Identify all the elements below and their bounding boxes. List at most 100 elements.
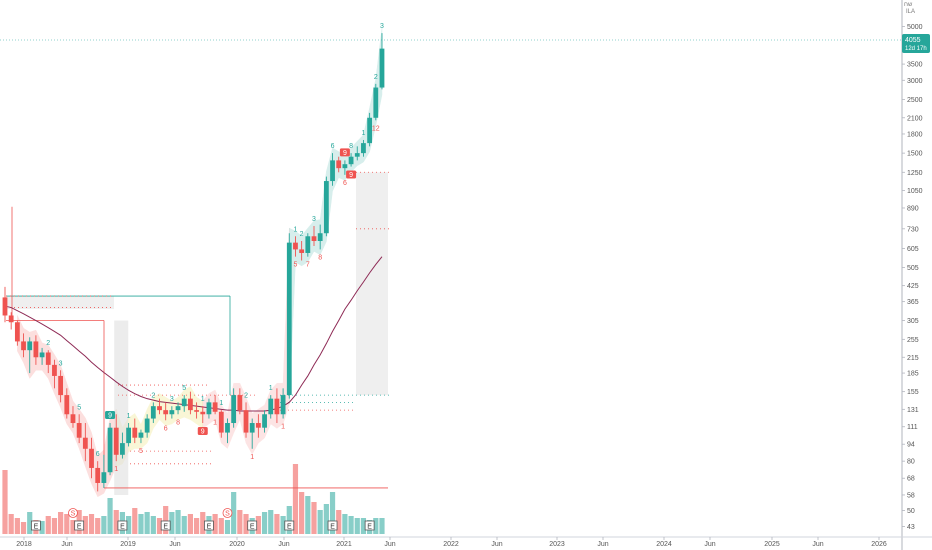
candle-body xyxy=(76,423,82,438)
candles[interactable] xyxy=(2,33,385,492)
td-cloud xyxy=(289,27,383,405)
volume-bar xyxy=(286,506,292,534)
td-count-up: 6 xyxy=(96,451,100,458)
y-tick-label: 3500 xyxy=(907,62,923,69)
y-tick-label: 505 xyxy=(907,265,919,272)
td-nine-badge xyxy=(339,148,350,157)
candle-body xyxy=(82,437,88,449)
y-tick-label: 94 xyxy=(907,442,915,449)
moving-average-line xyxy=(4,256,383,412)
earnings-marker xyxy=(74,520,85,531)
volume-bar xyxy=(292,464,299,534)
volume-bar xyxy=(187,514,193,534)
volume-bar xyxy=(2,470,8,534)
volume-bar xyxy=(342,514,348,534)
td-count-up: 5 xyxy=(182,385,186,392)
candle-body xyxy=(163,410,169,415)
x-tick-label: 2022 xyxy=(443,541,459,548)
volume-bar xyxy=(14,518,20,534)
candle-body xyxy=(361,143,366,154)
y-tick-label: 2100 xyxy=(907,115,923,122)
candle-body xyxy=(70,414,76,424)
volume-bar xyxy=(305,496,311,534)
volume-bar xyxy=(280,516,286,534)
candle-body xyxy=(113,427,119,455)
candle-body xyxy=(39,352,45,358)
candle-body xyxy=(305,236,311,253)
candle-body xyxy=(138,432,144,438)
x-axis[interactable]: 2018 Jun 2019 Jun 2020 Jun 2021 Jun 2022 Jun 2023 J… xyxy=(0,536,932,548)
x-tick-label: Jun xyxy=(278,541,289,548)
candle-body xyxy=(293,242,298,250)
event-markers[interactable]: E E E E E E E E ES S xyxy=(30,508,375,531)
y-tick-label: 155 xyxy=(907,389,919,396)
td-count-down: 8 xyxy=(176,419,180,426)
candle-body xyxy=(311,236,317,242)
split-marker-label: S xyxy=(71,511,76,518)
candle-body xyxy=(27,341,33,351)
y-axis[interactable]: 43 50 58 68 80 94 111 131 155 185 215 255 305 365 425 5… xyxy=(901,0,923,550)
volume-bar xyxy=(317,510,323,534)
candle-body xyxy=(120,443,125,455)
td-projection-zone xyxy=(6,296,114,310)
split-marker-label: S xyxy=(225,511,230,518)
volume-bar xyxy=(243,514,249,534)
earnings-marker-label: E xyxy=(207,524,212,531)
candle-body xyxy=(212,402,218,412)
candle-body xyxy=(367,117,373,144)
candle-body xyxy=(14,322,20,342)
volume-bar xyxy=(175,510,181,534)
y-tick-label: 185 xyxy=(907,371,919,378)
x-tick-label: 2025 xyxy=(764,541,780,548)
candle-body xyxy=(336,160,342,169)
earnings-marker-label: E xyxy=(77,524,82,531)
volume-bar xyxy=(101,516,107,534)
candle-body xyxy=(354,153,360,157)
candle-body xyxy=(64,395,70,415)
volume-bar xyxy=(107,498,113,534)
volume-bar xyxy=(20,522,27,534)
volume-bar xyxy=(237,510,243,534)
volume-bar xyxy=(348,516,354,534)
td-count-down: 7 xyxy=(306,262,310,269)
y-tick-label: 1250 xyxy=(907,170,923,177)
price-tag-value: 4055 xyxy=(905,37,921,44)
earnings-marker xyxy=(327,520,338,531)
volume-bar xyxy=(51,518,58,534)
moving-average xyxy=(4,256,383,412)
candle-body xyxy=(107,427,113,473)
volume-bar xyxy=(144,512,150,534)
earnings-marker xyxy=(364,520,375,531)
candle-body xyxy=(2,297,8,316)
volume-bar xyxy=(156,518,163,534)
td-count-up: 2 xyxy=(244,392,248,399)
td-count-up: 2 xyxy=(46,340,50,347)
price-tag-timer: 12d 17h xyxy=(905,46,927,52)
y-tick-label: 255 xyxy=(907,337,919,344)
x-tick-label: 2020 xyxy=(229,541,245,548)
candle-body xyxy=(150,406,156,419)
y-tick-label: 1800 xyxy=(907,131,923,138)
td-count-down: 1 xyxy=(250,454,254,461)
y-tick-label: 425 xyxy=(907,283,919,290)
x-tick-label: 2021 xyxy=(336,541,352,548)
split-marker xyxy=(222,508,233,518)
axis-unit-label: שח ILA xyxy=(904,2,915,15)
y-tick-label: 365 xyxy=(907,299,919,306)
volume-bar xyxy=(274,514,280,534)
y-tick-label: 1050 xyxy=(907,188,923,195)
candle-body xyxy=(348,156,354,165)
volume-bar xyxy=(150,516,156,534)
volume-bars xyxy=(2,464,385,534)
candle-body xyxy=(268,398,274,415)
volume-bar xyxy=(323,504,329,534)
volume-bar xyxy=(163,506,169,534)
candle-body xyxy=(194,410,199,412)
y-tick-label: 43 xyxy=(907,524,915,531)
x-tick-label: Jun xyxy=(384,541,395,548)
candle-body xyxy=(225,423,230,433)
candle-body xyxy=(95,467,101,483)
td-count-down: 1 xyxy=(114,466,118,473)
candle-body xyxy=(274,398,280,415)
